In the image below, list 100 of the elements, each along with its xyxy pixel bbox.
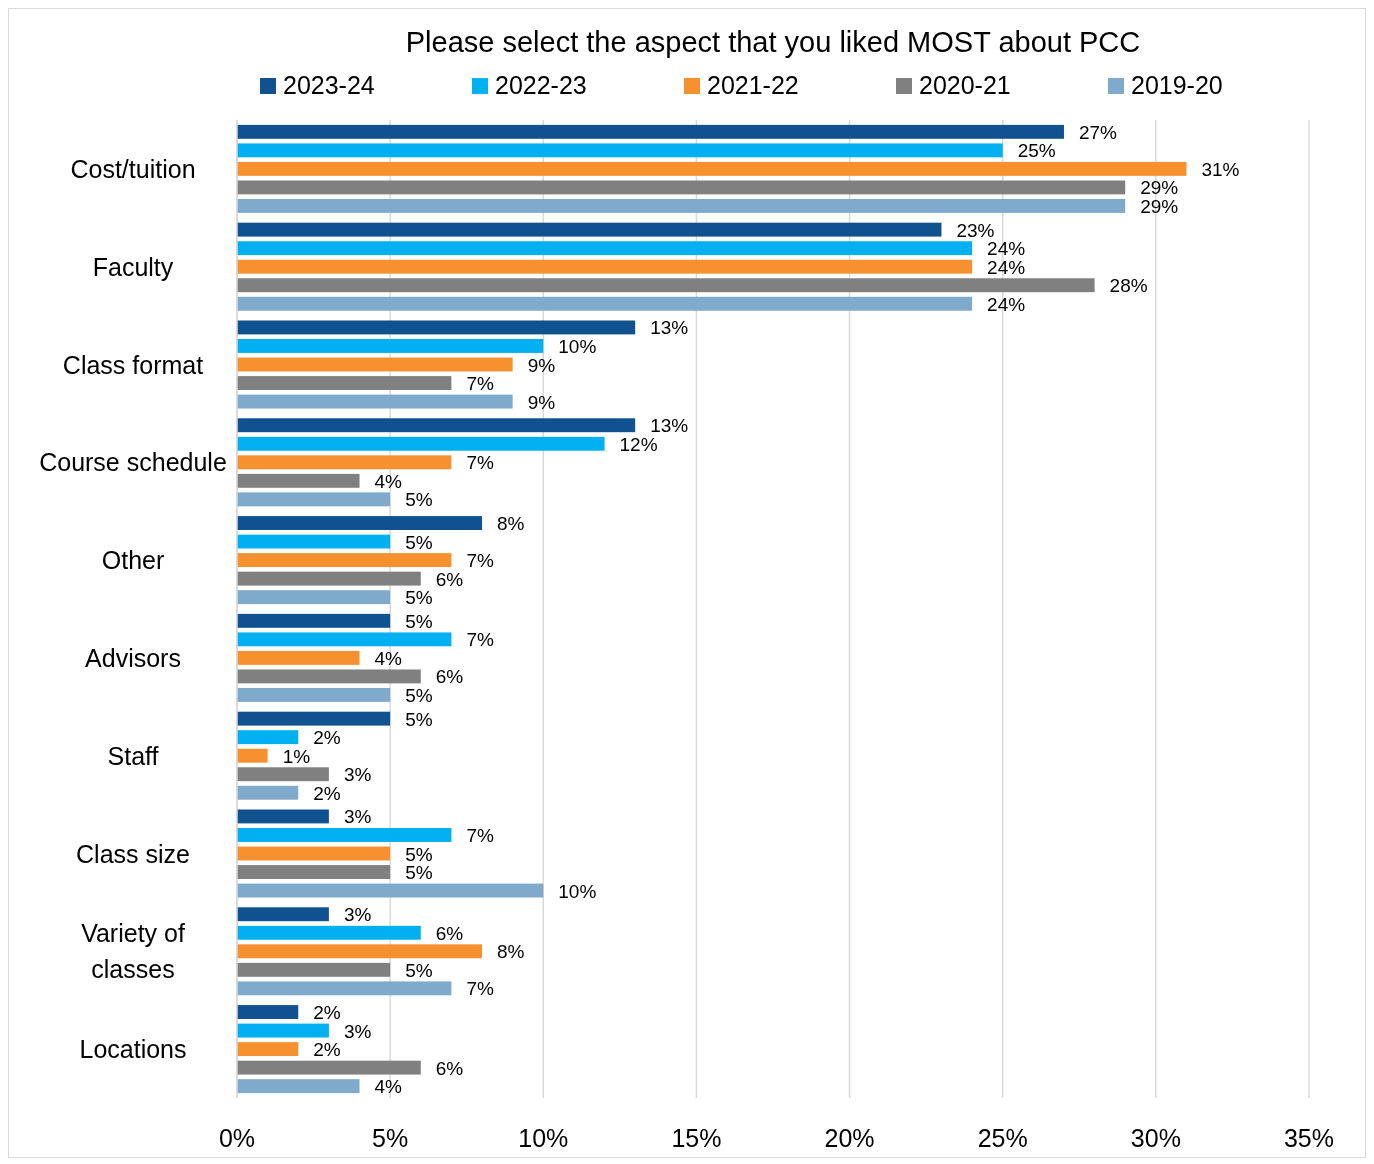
y-tick-label: Class size [76, 839, 190, 868]
y-tick-label: Variety of classes [81, 919, 185, 984]
bar [237, 1042, 299, 1057]
bar [237, 296, 973, 311]
data-label: 25% [1017, 140, 1056, 162]
y-tick-label: Other [101, 546, 165, 575]
data-label: 1% [282, 745, 311, 767]
bar [237, 748, 268, 763]
data-label: 7% [466, 452, 494, 474]
data-label: 24% [987, 293, 1026, 315]
data-label: 6% [435, 1057, 464, 1079]
data-label: 2% [313, 782, 341, 804]
bar [237, 241, 973, 256]
bar [237, 1005, 299, 1019]
data-label: 7% [466, 373, 494, 395]
data-label: 3% [343, 806, 372, 828]
data-label: 6% [435, 666, 464, 688]
bar [237, 534, 391, 549]
bar [237, 613, 391, 628]
data-label: 2% [313, 1002, 341, 1024]
bar [237, 553, 452, 568]
bar [237, 1023, 329, 1038]
legend-label: 2021-22 [707, 71, 799, 99]
x-tick-label: 35% [1283, 1124, 1335, 1152]
bar [237, 278, 1095, 293]
data-label: 4% [374, 1076, 403, 1098]
data-label: 2% [313, 1039, 341, 1061]
data-label: 5% [405, 587, 433, 609]
bar [237, 455, 452, 470]
data-label: 31% [1201, 158, 1240, 180]
bar [237, 688, 391, 702]
bar [237, 981, 452, 996]
bar [237, 767, 329, 782]
bar [237, 199, 1126, 213]
y-tick-label: Faculty [92, 252, 174, 281]
bar [237, 357, 513, 372]
bar [237, 376, 452, 390]
bar [237, 222, 942, 237]
data-label: 8% [497, 941, 525, 963]
bar [237, 925, 421, 940]
bar [237, 730, 299, 745]
bar [237, 590, 391, 605]
data-label: 5% [405, 843, 433, 865]
bar [237, 828, 452, 842]
y-tick-label: Cost/tuition [70, 154, 196, 183]
y-tick-label: Class format [62, 350, 204, 379]
data-label: 5% [405, 708, 433, 730]
y-tick-label: Course schedule [39, 448, 227, 477]
data-label: 5% [405, 531, 433, 553]
data-label: 3% [343, 764, 372, 786]
data-label: 5% [405, 959, 433, 981]
data-label: 7% [466, 824, 494, 846]
data-label: 9% [527, 354, 556, 376]
bar [237, 339, 544, 353]
data-label: 2% [313, 727, 341, 749]
bar [237, 571, 421, 586]
legend-label: 2019-20 [1131, 71, 1223, 99]
bar [237, 394, 513, 409]
x-tick-label: 5% [372, 1124, 409, 1152]
data-label: 10% [558, 335, 597, 357]
data-label: 3% [343, 904, 372, 926]
bar [237, 809, 329, 824]
bar [237, 516, 483, 530]
bar [237, 1060, 421, 1075]
bar [237, 180, 1126, 195]
bar [237, 669, 421, 684]
x-tick-label: 0% [218, 1124, 256, 1152]
bar [237, 143, 1003, 158]
legend-label: 2022-23 [495, 71, 587, 99]
bar [237, 785, 299, 800]
bar [237, 865, 391, 879]
bar [237, 846, 391, 861]
bar [237, 124, 1064, 139]
legend-label: 2020-21 [919, 71, 1011, 99]
data-label: 13% [650, 317, 689, 339]
data-label: 9% [527, 391, 556, 413]
data-label: 4% [374, 647, 403, 669]
data-label: 5% [405, 684, 433, 706]
x-tick-label: 10% [518, 1124, 569, 1152]
bar [237, 650, 360, 665]
x-tick-label: 15% [671, 1124, 722, 1152]
bar [237, 944, 483, 959]
chart-title: Please select the aspect that you liked MOST about PCC [405, 26, 1141, 58]
data-label: 7% [466, 978, 494, 1000]
data-label: 28% [1109, 275, 1148, 297]
bar [237, 418, 636, 433]
data-label: 7% [466, 550, 494, 572]
bar [237, 883, 544, 898]
bar [237, 907, 329, 922]
data-label: 3% [343, 1020, 372, 1042]
data-label: 10% [558, 880, 597, 902]
data-label: 8% [497, 513, 525, 535]
y-tick-label: Advisors [85, 643, 181, 672]
bar [237, 161, 1187, 176]
bar [237, 320, 636, 335]
bar [237, 473, 360, 488]
y-tick-label: Staff [107, 741, 159, 770]
x-tick-label: 30% [1130, 1124, 1181, 1152]
bar [237, 259, 973, 274]
x-tick-label: 20% [824, 1124, 875, 1152]
